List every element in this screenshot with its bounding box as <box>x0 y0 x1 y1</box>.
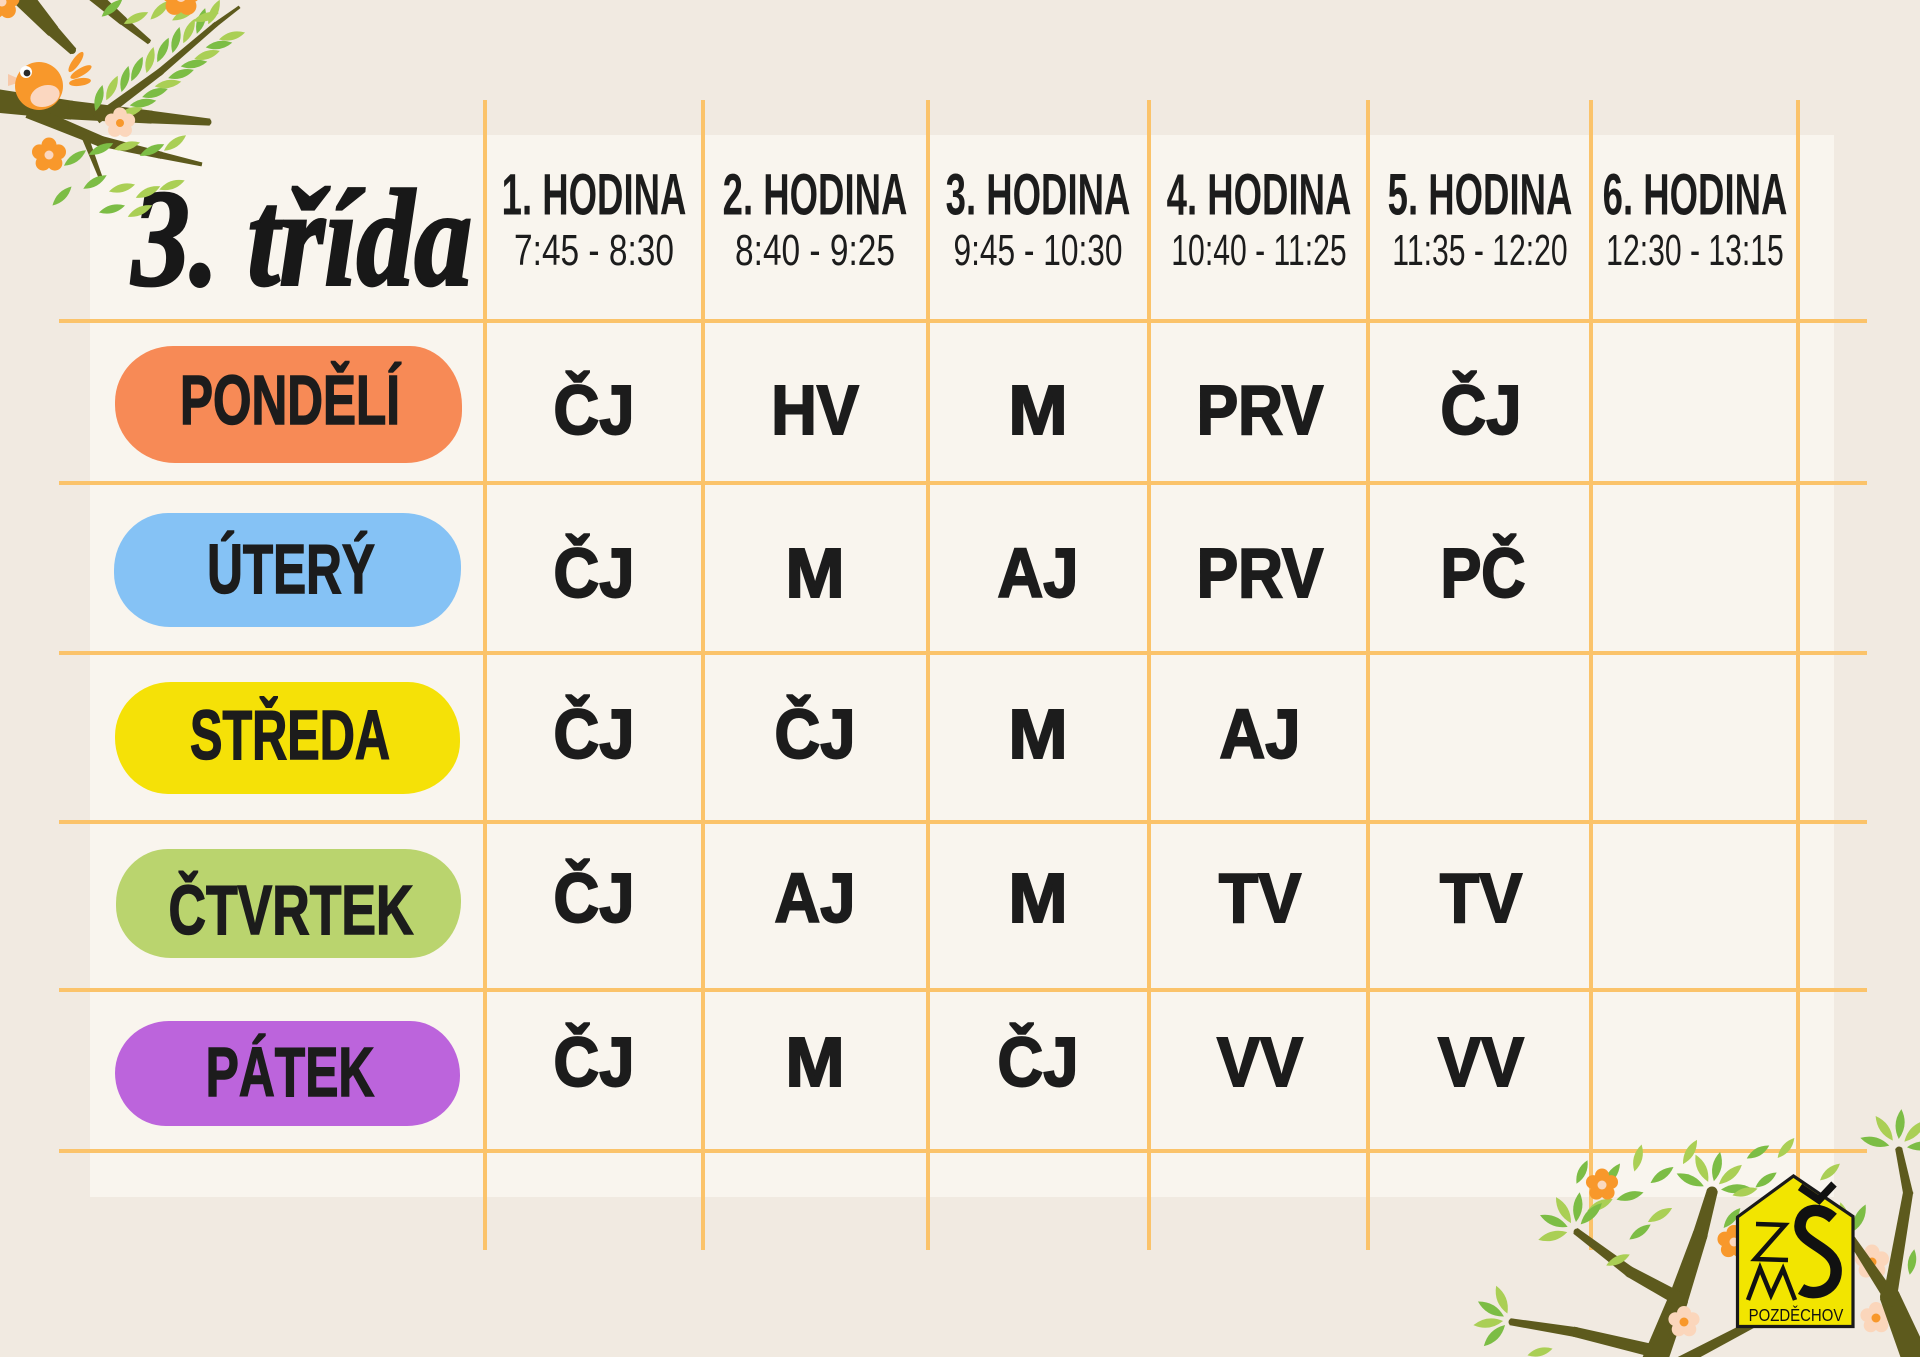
svg-text:POZDĚCHOV: POZDĚCHOV <box>1749 1305 1844 1325</box>
